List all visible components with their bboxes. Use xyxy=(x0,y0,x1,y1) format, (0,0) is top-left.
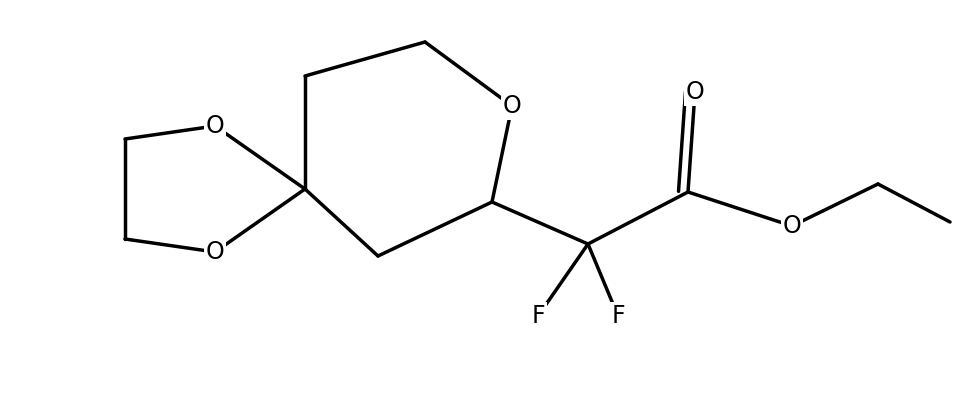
Text: F: F xyxy=(611,304,625,328)
Text: O: O xyxy=(206,114,224,138)
Text: O: O xyxy=(685,80,705,104)
Text: O: O xyxy=(206,240,224,264)
Text: F: F xyxy=(531,304,545,328)
Text: O: O xyxy=(783,214,801,238)
Text: O: O xyxy=(503,94,521,118)
